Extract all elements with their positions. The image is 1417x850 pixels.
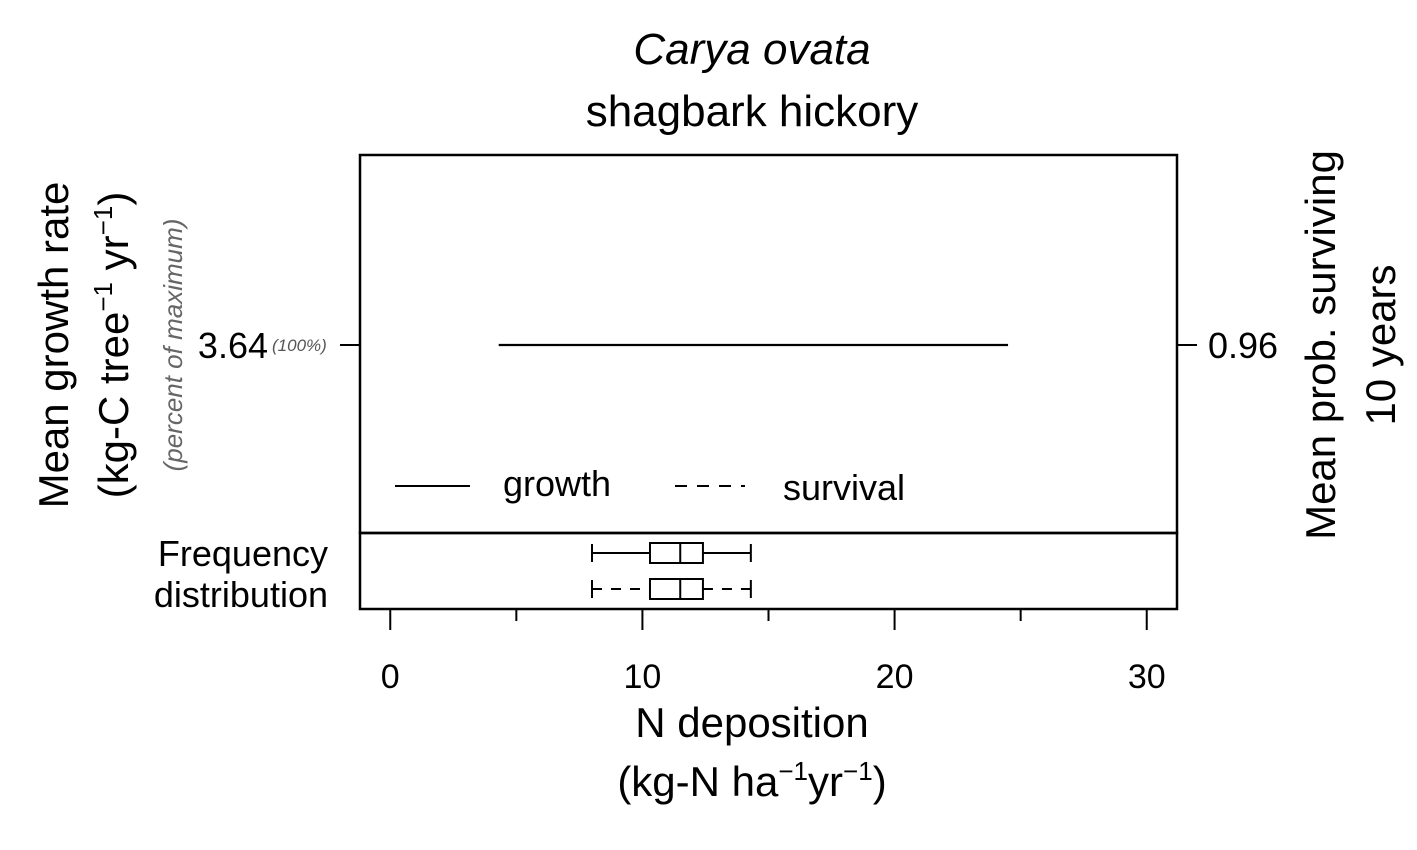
- boxplot-growth: [590, 542, 752, 564]
- chart-title-scientific: Carya ovata: [633, 25, 870, 74]
- boxplot-survival-box: [648, 578, 704, 600]
- x-axis: 0 10 20 30: [381, 608, 1166, 696]
- x-axis-sup-1: −1: [778, 756, 808, 786]
- x-tick-label-20: 20: [876, 658, 914, 696]
- svg-text:(percent of maximum): (percent of maximum): [158, 219, 188, 472]
- right-axis-label-line1: Mean prob. surviving: [1297, 150, 1344, 540]
- svg-text:(kg-C tree−1 yr−1): (kg-C tree−1 yr−1): [88, 192, 137, 499]
- frequency-plot-frame: [358, 531, 1179, 611]
- boxplot-growth-box: [648, 542, 704, 564]
- left-axis-unit-mid: yr: [90, 235, 137, 282]
- x-axis-unit-mid: yr: [808, 758, 843, 805]
- x-tick-label-0: 0: [381, 658, 400, 696]
- left-axis-sup-1: −1: [88, 282, 118, 312]
- x-axis-label-line1: N deposition: [635, 699, 868, 746]
- x-tick-label-10: 10: [624, 658, 662, 696]
- boxplot-layer: [590, 542, 752, 600]
- left-axis-unit-pre: (kg-C tree: [90, 312, 137, 499]
- x-axis-label-line2: (kg-N ha−1yr−1): [617, 756, 886, 805]
- frequency-label-line2: distribution: [154, 574, 328, 615]
- legend-growth-label: growth: [503, 463, 611, 504]
- svg-text:Mean growth rate: Mean growth rate: [30, 182, 77, 509]
- left-axis-label-line2: (kg-C tree−1 yr−1): [88, 192, 137, 499]
- left-axis-sup-2: −1: [88, 206, 118, 236]
- left-axis-sublabel: (percent of maximum): [158, 219, 188, 472]
- legend-survival-label: survival: [783, 467, 905, 508]
- svg-text:10 years: 10 years: [1357, 264, 1404, 425]
- chart-title-common: shagbark hickory: [586, 87, 919, 136]
- x-tick-label-30: 30: [1128, 658, 1166, 696]
- growth-percent-label: (100%): [272, 336, 327, 355]
- growth-value-label: 3.64: [198, 325, 268, 366]
- frequency-label-line1: Frequency: [158, 533, 328, 574]
- x-axis-unit-post: ): [873, 758, 887, 805]
- left-axis-unit-post: ): [90, 192, 137, 206]
- svg-text:Mean prob. surviving: Mean prob. surviving: [1297, 150, 1344, 540]
- boxplot-survival: [590, 578, 752, 600]
- x-axis-sup-2: −1: [843, 756, 873, 786]
- right-axis-label-line2: 10 years: [1357, 264, 1404, 425]
- survival-value-label: 0.96: [1208, 325, 1278, 366]
- left-axis-label-line1: Mean growth rate: [30, 182, 77, 509]
- x-axis-unit-pre: (kg-N ha: [617, 758, 779, 805]
